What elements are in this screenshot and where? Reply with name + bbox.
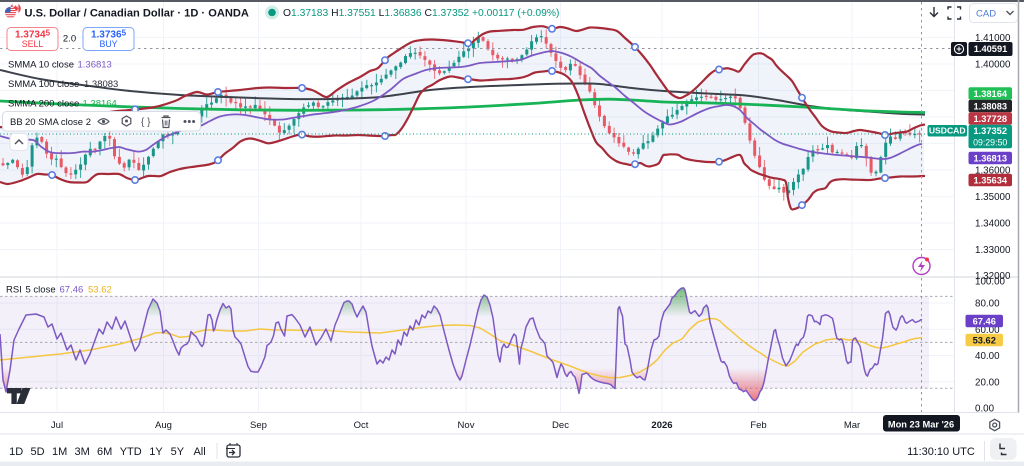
svg-text:1.40000: 1.40000 (975, 60, 1011, 71)
svg-text:Aug: Aug (155, 420, 172, 431)
svg-text:09:29:50: 09:29:50 (973, 137, 1007, 147)
svg-text:3M: 3M (74, 446, 89, 458)
svg-text:{ }: { } (141, 117, 151, 128)
svg-text:1.38083: 1.38083 (973, 101, 1007, 111)
svg-text:Dec: Dec (552, 420, 569, 431)
svg-text:0.00: 0.00 (975, 404, 995, 415)
svg-text:1.36813: 1.36813 (973, 153, 1007, 163)
svg-text:1.37352: 1.37352 (973, 126, 1007, 136)
svg-text:1M: 1M (52, 446, 67, 458)
svg-text:All: All (193, 446, 205, 458)
svg-text:1.35000: 1.35000 (975, 192, 1011, 203)
svg-text:Mon 23 Mar '26: Mon 23 Mar '26 (888, 420, 954, 430)
svg-text:SELL: SELL (22, 39, 44, 49)
svg-text:YTD: YTD (120, 446, 142, 458)
svg-text:1.35634: 1.35634 (973, 175, 1007, 185)
svg-text:1.33000: 1.33000 (975, 245, 1011, 256)
svg-text:2026: 2026 (651, 420, 672, 431)
svg-text:1.36000: 1.36000 (975, 166, 1011, 177)
svg-text:Mar: Mar (844, 420, 860, 431)
svg-text:1.38083: 1.38083 (84, 79, 118, 90)
svg-text:1.41000: 1.41000 (975, 33, 1011, 44)
svg-text:Sep: Sep (250, 420, 267, 431)
svg-text:BB: BB (10, 117, 23, 128)
svg-text:SMMA 200 close: SMMA 200 close (8, 98, 79, 109)
svg-text:USDCAD: USDCAD (929, 126, 966, 136)
svg-text:1.40591: 1.40591 (974, 44, 1008, 54)
svg-text:5D: 5D (30, 446, 44, 458)
svg-text:Jul: Jul (51, 420, 63, 431)
svg-text:1.38164: 1.38164 (973, 89, 1007, 99)
svg-text:O1.37183 H1.37551 L1.36836 C1.: O1.37183 H1.37551 L1.36836 C1.37352 +0.0… (283, 8, 559, 19)
svg-text:Feb: Feb (750, 420, 766, 431)
svg-text:SMMA 10 close: SMMA 10 close (8, 59, 74, 70)
svg-text:20.00: 20.00 (975, 377, 1000, 388)
svg-text:CAD: CAD (976, 9, 996, 20)
svg-text:1Y: 1Y (149, 446, 163, 458)
svg-text:1.37365: 1.37365 (91, 29, 127, 41)
svg-text:5 close: 5 close (26, 284, 56, 295)
svg-text:60.00: 60.00 (975, 325, 1000, 336)
svg-text:1.34000: 1.34000 (975, 219, 1011, 230)
svg-text:1D: 1D (9, 446, 23, 458)
svg-text:1.37728: 1.37728 (973, 114, 1007, 124)
svg-text:67.46: 67.46 (60, 284, 84, 295)
svg-text:40.00: 40.00 (975, 351, 1000, 362)
svg-text:SMMA 100 close: SMMA 100 close (8, 79, 79, 90)
svg-text:BUY: BUY (99, 39, 117, 49)
svg-text:6M: 6M (97, 446, 112, 458)
svg-text:U.S. Dollar / Canadian Dollar: U.S. Dollar / Canadian Dollar · 1D · OAN… (25, 7, 249, 19)
svg-text:1.36813: 1.36813 (78, 59, 112, 70)
svg-text:Nov: Nov (458, 420, 475, 431)
svg-text:5Y: 5Y (171, 446, 185, 458)
svg-text:1.37345: 1.37345 (15, 29, 51, 41)
svg-text:20 SMA close 2: 20 SMA close 2 (25, 117, 91, 128)
svg-text:Oct: Oct (354, 420, 369, 431)
svg-text:80.00: 80.00 (975, 299, 1000, 310)
svg-text:67.46: 67.46 (973, 316, 996, 326)
svg-text:100.00: 100.00 (975, 277, 1006, 288)
svg-text:RSI: RSI (6, 284, 22, 295)
svg-text:53.62: 53.62 (88, 284, 112, 295)
svg-text:2.0: 2.0 (63, 34, 76, 45)
svg-text:11:30:10 UTC: 11:30:10 UTC (907, 446, 975, 458)
svg-text:1.32000: 1.32000 (975, 271, 1011, 282)
svg-text:53.62: 53.62 (973, 335, 996, 345)
svg-text:1.38164: 1.38164 (83, 98, 117, 109)
